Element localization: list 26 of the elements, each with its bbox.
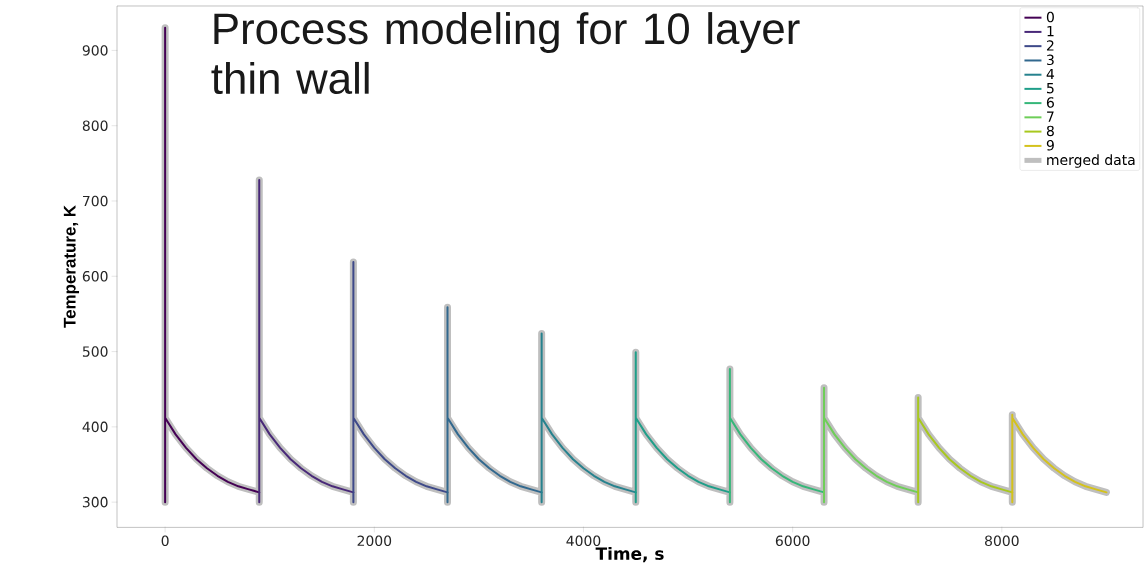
y-axis-title: Temperature, K <box>63 205 80 328</box>
legend-label: 3 <box>1047 54 1054 66</box>
y-tick-label: 600 <box>82 270 108 282</box>
legend-label: 7 <box>1047 111 1054 122</box>
x-tick-label: 4000 <box>566 535 601 547</box>
y-tick-label: 700 <box>83 195 108 207</box>
text: Process modeling for 10 layer thin wall <box>211 12 800 95</box>
legend-label: 5 <box>1047 83 1054 94</box>
x-axis-title: Time, s <box>595 546 664 563</box>
y-tick-label: 500 <box>82 346 108 357</box>
legend-label: 0 <box>1046 11 1054 23</box>
y-tick-label: 800 <box>82 120 108 131</box>
x-tick-label: 8000 <box>985 535 1019 547</box>
x-tick-label: 0 <box>161 535 169 547</box>
legend-label: 8 <box>1046 125 1054 137</box>
legend-label: merged data <box>1047 154 1135 168</box>
y-tick-label: 300 <box>82 496 108 508</box>
y-tick-label: 400 <box>82 421 108 433</box>
legend-label: 1 <box>1047 26 1054 37</box>
x-tick-label: 6000 <box>775 535 810 547</box>
legend-label: 9 <box>1046 139 1054 151</box>
legend-label: 2 <box>1046 40 1054 51</box>
y-tick-label: 900 <box>82 45 108 56</box>
legend-label: 4 <box>1046 68 1055 80</box>
x-tick-label: 2000 <box>357 535 392 547</box>
legend-label: 6 <box>1046 97 1054 108</box>
